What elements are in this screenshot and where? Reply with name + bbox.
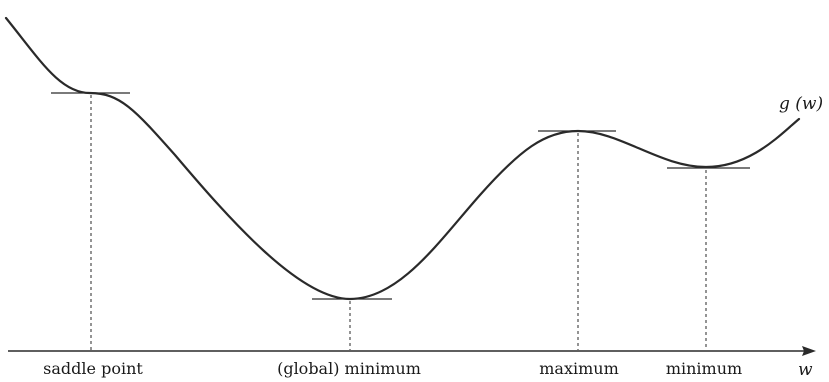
function-curve [4, 16, 801, 301]
axis-label: w [798, 360, 813, 380]
global-minimum-label: (global) minimum [277, 359, 421, 378]
w-axis-arrowhead [802, 346, 816, 356]
maximum-label: maximum [539, 359, 619, 378]
saddle-point-label: saddle point [43, 359, 143, 378]
curve-label: g (w) [779, 94, 823, 114]
local-minimum-label: minimum [666, 359, 742, 378]
